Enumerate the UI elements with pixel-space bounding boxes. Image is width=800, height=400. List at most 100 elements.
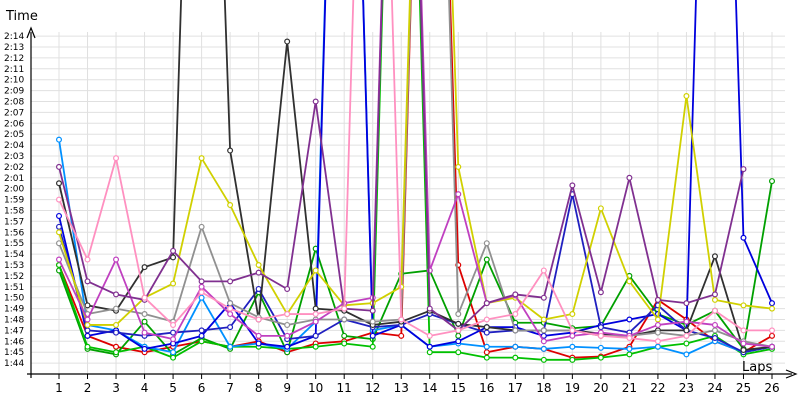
data-point [597,344,604,351]
data-point [683,340,690,347]
y-tick-label: 2:04 [4,141,24,151]
y-tick-label: 2:05 [4,130,24,140]
data-point [711,321,718,328]
data-point [768,327,775,334]
data-point [398,316,405,323]
data-point [255,269,262,276]
data-point [84,327,91,334]
data-point [312,98,319,105]
data-point [198,294,205,301]
series-line [58,0,773,350]
x-tick-label: 11 [337,381,352,395]
data-point [341,332,348,339]
data-point [84,332,91,339]
data-point [654,343,661,350]
data-point [84,256,91,263]
data-point [84,343,91,350]
series-line [58,0,773,359]
data-point [455,320,462,327]
x-tick-label: 25 [736,381,751,395]
data-point [683,327,690,334]
data-point [683,351,690,358]
data-point [341,305,348,312]
data-point [512,311,519,318]
data-point [540,356,547,363]
data-point [455,191,462,198]
data-point [198,155,205,162]
data-point [740,340,747,347]
axes [26,26,798,379]
data-point [255,262,262,269]
x-tick-label: 10 [308,381,323,395]
data-point [170,321,177,328]
data-point [483,324,490,331]
data-point [55,229,62,236]
data-point [540,338,547,345]
data-point [113,321,120,328]
x-tick-label: 26 [764,381,779,395]
data-point [84,321,91,328]
x-tick-label: 3 [112,381,120,395]
data-point [455,332,462,339]
data-point [512,343,519,350]
data-point [141,329,148,336]
y-tick-label: 1:56 [4,228,24,238]
data-point [597,289,604,296]
data-point [312,343,319,350]
data-point [455,349,462,356]
data-point [540,267,547,274]
x-tick-label: 1 [55,381,63,395]
data-point [198,332,205,339]
data-point [512,291,519,298]
data-point [768,178,775,185]
data-point [768,343,775,350]
data-point [455,338,462,345]
data-point [84,302,91,309]
data-point [341,340,348,347]
x-tick-label: 4 [141,381,149,395]
data-point [55,180,62,187]
data-point [227,305,234,312]
y-tick-label: 1:49 [4,305,24,315]
data-point [569,356,576,363]
data-point [569,332,576,339]
data-point [768,305,775,312]
y-tick-label: 2:07 [4,108,24,118]
y-tick-label: 2:10 [4,76,24,86]
x-tick-label: 12 [365,381,380,395]
data-point [455,311,462,318]
data-point [369,332,376,339]
data-point [198,338,205,345]
data-point [455,163,462,170]
data-point [768,332,775,339]
data-point [227,202,234,209]
data-point [683,332,690,339]
x-tick-label: 21 [622,381,637,395]
series-line [58,180,773,356]
data-point [426,349,433,356]
data-point [255,340,262,347]
data-point [711,327,718,334]
x-tick-label: 19 [565,381,580,395]
data-point [141,311,148,318]
data-point [654,338,661,345]
data-point [426,305,433,312]
data-point [255,285,262,292]
y-axis-arrow [26,26,36,39]
series-line [58,0,773,348]
data-point [55,136,62,143]
data-point [284,311,291,318]
y-tick-label: 2:12 [4,54,24,64]
data-point [654,321,661,328]
data-point [84,316,91,323]
data-point [569,182,576,189]
x-axis-arrow [785,369,798,379]
x-tick-label: 16 [479,381,494,395]
data-point [369,307,376,314]
x-tick-label: 8 [255,381,263,395]
y-tick-labels: 1:441:451:461:471:481:491:501:511:521:53… [4,32,24,369]
series-line [58,0,773,351]
series-line [58,0,772,343]
x-axis-title: Laps [742,360,772,375]
